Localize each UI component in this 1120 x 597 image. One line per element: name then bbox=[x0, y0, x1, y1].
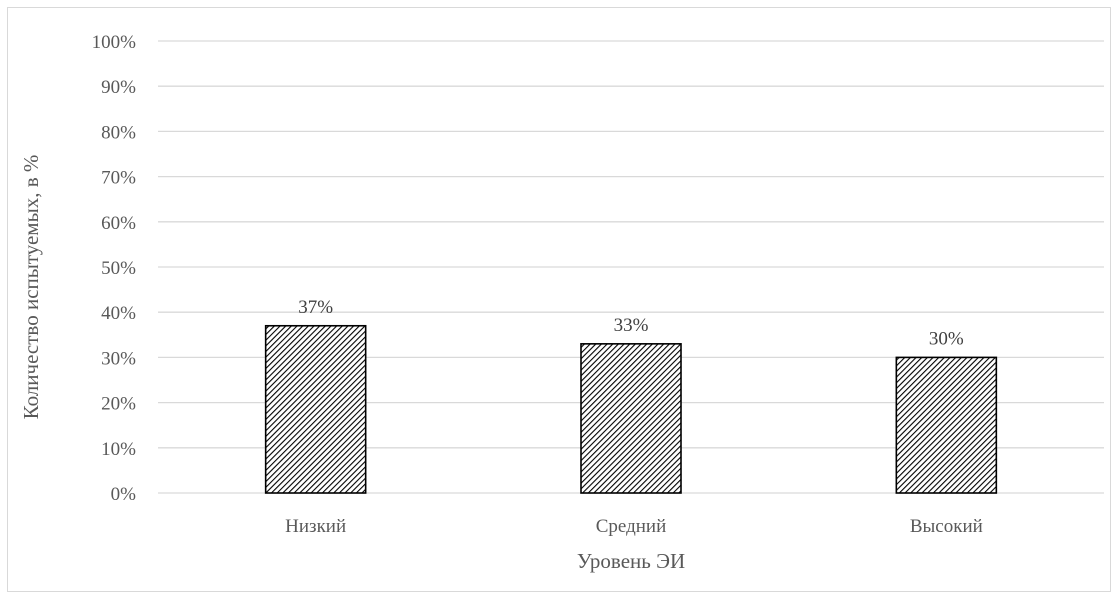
bar-Высокий bbox=[895, 356, 998, 494]
y-tick-label: 40% bbox=[101, 303, 136, 324]
y-axis-ticks: 0% 10% 20% 30% 40% 50% 60% 70% 80% 90% 100% bbox=[92, 32, 137, 505]
x-tick-label: Низкий bbox=[285, 516, 346, 537]
y-tick-label: 100% bbox=[92, 32, 137, 53]
y-tick-label: 30% bbox=[101, 348, 136, 369]
bars bbox=[264, 324, 998, 494]
x-axis-ticks: Низкий Средний Высокий bbox=[285, 516, 983, 537]
data-labels: 37% 33% 30% bbox=[298, 297, 964, 350]
x-tick-label: Высокий bbox=[910, 516, 983, 537]
chart-frame bbox=[7, 7, 1111, 592]
y-tick-label: 90% bbox=[101, 77, 136, 98]
y-tick-label: 60% bbox=[101, 213, 136, 234]
y-tick-label: 0% bbox=[111, 484, 137, 505]
x-tick-label: Средний bbox=[596, 516, 667, 537]
x-axis-title: Уровень ЭИ bbox=[577, 549, 685, 573]
y-tick-label: 10% bbox=[101, 439, 136, 460]
bar-Низкий bbox=[264, 324, 367, 494]
bar-Средний bbox=[580, 343, 682, 494]
data-label: 37% bbox=[298, 297, 333, 318]
y-tick-label: 80% bbox=[101, 122, 136, 143]
y-axis-title: Количество испытуемых, в % bbox=[19, 155, 43, 420]
y-tick-label: 50% bbox=[101, 258, 136, 279]
y-tick-label: 70% bbox=[101, 168, 136, 189]
y-tick-label: 20% bbox=[101, 394, 136, 415]
data-label: 30% bbox=[929, 328, 964, 349]
data-label: 33% bbox=[614, 315, 649, 336]
